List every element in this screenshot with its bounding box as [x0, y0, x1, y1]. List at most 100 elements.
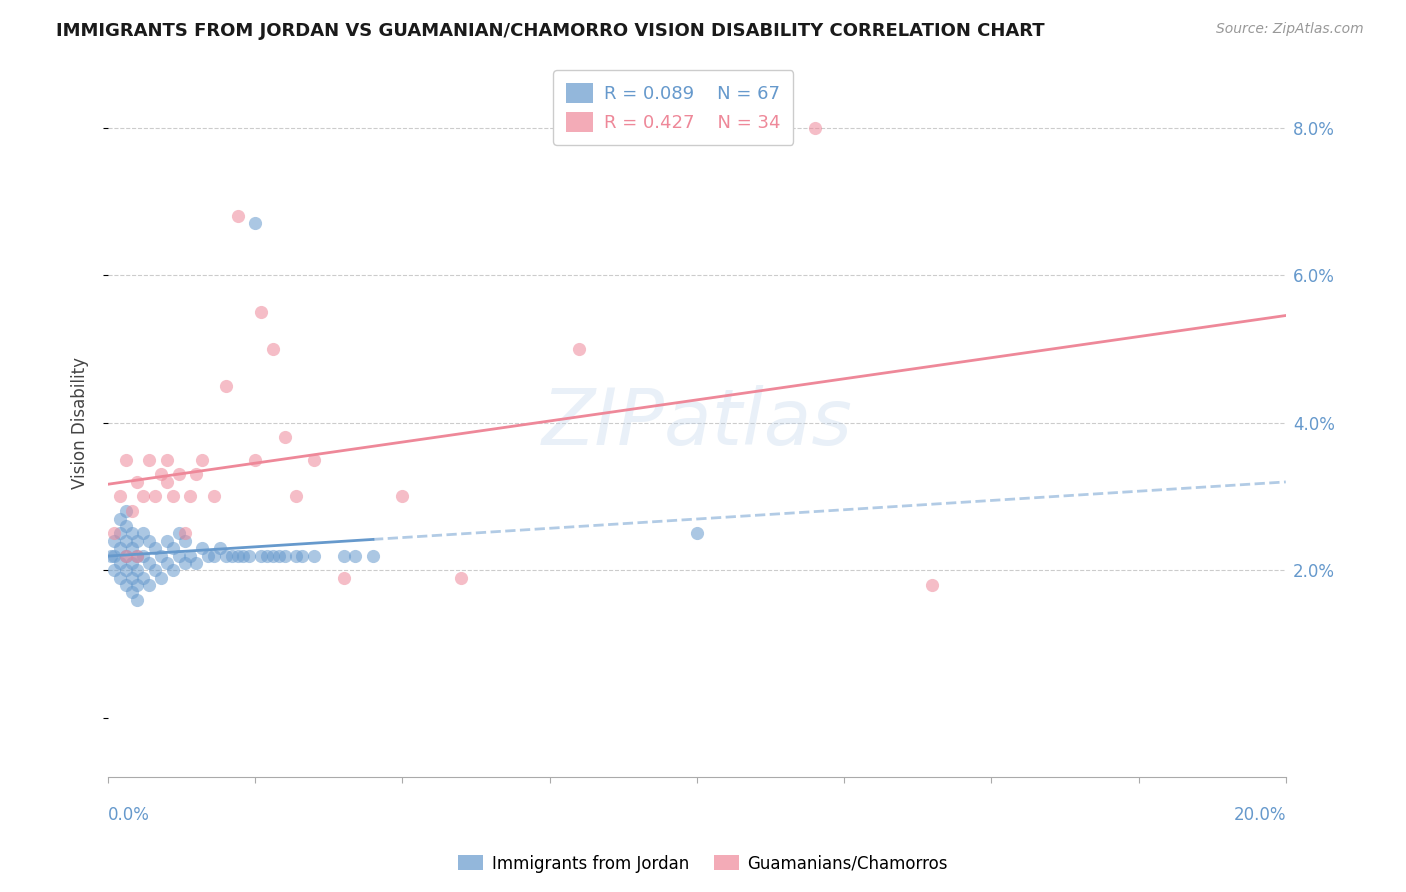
Point — [238, 549, 260, 563]
Point — [143, 541, 166, 555]
Point — [186, 556, 208, 570]
Point — [179, 549, 201, 563]
Point — [156, 533, 179, 548]
Point — [114, 519, 136, 533]
Point — [208, 541, 231, 555]
Point — [568, 342, 591, 356]
Text: ZIPatlas: ZIPatlas — [541, 384, 852, 460]
Point — [191, 452, 214, 467]
Text: Source: ZipAtlas.com: Source: ZipAtlas.com — [1216, 22, 1364, 37]
Point — [162, 490, 184, 504]
Point — [226, 549, 249, 563]
Point — [686, 526, 709, 541]
Point — [273, 549, 295, 563]
Point — [108, 490, 131, 504]
Point — [450, 571, 472, 585]
Point — [121, 541, 143, 555]
Point — [232, 549, 254, 563]
Point — [332, 571, 354, 585]
Point — [202, 490, 225, 504]
Point — [138, 533, 160, 548]
Point — [921, 578, 943, 592]
Point — [245, 452, 267, 467]
Point — [215, 549, 238, 563]
Point — [138, 452, 160, 467]
Point — [114, 533, 136, 548]
Point — [103, 526, 125, 541]
Point — [127, 475, 149, 489]
Point — [186, 467, 208, 482]
Point — [179, 490, 201, 504]
Text: 20.0%: 20.0% — [1233, 806, 1286, 824]
Point — [138, 578, 160, 592]
Point — [245, 217, 267, 231]
Point — [262, 342, 284, 356]
Point — [132, 490, 155, 504]
Point — [100, 549, 122, 563]
Point — [285, 490, 308, 504]
Legend: Immigrants from Jordan, Guamanians/Chamorros: Immigrants from Jordan, Guamanians/Chamo… — [451, 848, 955, 880]
Point — [150, 571, 173, 585]
Point — [197, 549, 219, 563]
Point — [173, 533, 195, 548]
Point — [156, 452, 179, 467]
Y-axis label: Vision Disability: Vision Disability — [72, 357, 89, 489]
Point — [114, 549, 136, 563]
Point — [162, 563, 184, 577]
Point — [138, 556, 160, 570]
Point — [202, 549, 225, 563]
Point — [267, 549, 290, 563]
Point — [127, 549, 149, 563]
Point — [285, 549, 308, 563]
Point — [132, 526, 155, 541]
Point — [226, 209, 249, 223]
Point — [361, 549, 384, 563]
Point — [127, 549, 149, 563]
Point — [250, 305, 273, 319]
Point — [114, 578, 136, 592]
Point — [103, 563, 125, 577]
Point — [108, 541, 131, 555]
Point — [121, 556, 143, 570]
Point — [108, 511, 131, 525]
Point — [167, 467, 190, 482]
Point — [173, 556, 195, 570]
Point — [302, 549, 325, 563]
Point — [108, 556, 131, 570]
Point — [143, 490, 166, 504]
Point — [302, 452, 325, 467]
Point — [173, 526, 195, 541]
Point — [108, 571, 131, 585]
Point — [114, 563, 136, 577]
Point — [156, 475, 179, 489]
Point — [150, 549, 173, 563]
Point — [344, 549, 367, 563]
Point — [167, 549, 190, 563]
Point — [127, 592, 149, 607]
Point — [121, 504, 143, 518]
Point — [167, 526, 190, 541]
Point — [121, 571, 143, 585]
Legend: R = 0.089    N = 67, R = 0.427    N = 34: R = 0.089 N = 67, R = 0.427 N = 34 — [554, 70, 793, 145]
Point — [127, 563, 149, 577]
Point — [391, 490, 413, 504]
Point — [114, 504, 136, 518]
Text: 0.0%: 0.0% — [108, 806, 150, 824]
Point — [114, 452, 136, 467]
Point — [256, 549, 278, 563]
Text: IMMIGRANTS FROM JORDAN VS GUAMANIAN/CHAMORRO VISION DISABILITY CORRELATION CHART: IMMIGRANTS FROM JORDAN VS GUAMANIAN/CHAM… — [56, 22, 1045, 40]
Point — [132, 549, 155, 563]
Point — [114, 549, 136, 563]
Point — [803, 120, 825, 135]
Point — [332, 549, 354, 563]
Point — [262, 549, 284, 563]
Point — [156, 556, 179, 570]
Point — [108, 526, 131, 541]
Point — [191, 541, 214, 555]
Point — [132, 571, 155, 585]
Point — [127, 578, 149, 592]
Point — [215, 379, 238, 393]
Point — [250, 549, 273, 563]
Point — [103, 533, 125, 548]
Point — [143, 563, 166, 577]
